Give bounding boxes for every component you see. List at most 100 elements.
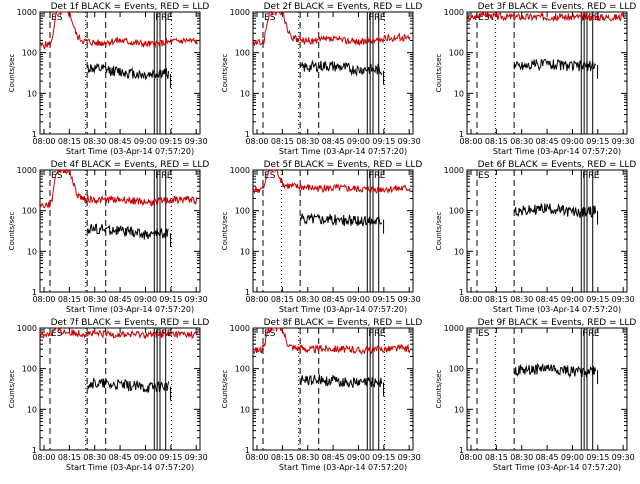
time-marker-label: E — [51, 13, 57, 23]
x-tick-label: 09:00 — [347, 137, 370, 146]
x-tick-label: 08:45 — [322, 453, 345, 462]
x-tick-label: 08:30 — [296, 137, 319, 146]
x-tick-label: 08:30 — [83, 453, 106, 462]
chart-panel-3: Det 3f BLACK = Events, RED = LLD 1 10 100 10… — [435, 2, 636, 156]
time-marker-label: S — [270, 329, 276, 339]
time-marker-label: S — [57, 171, 63, 181]
time-marker-label: S — [57, 329, 63, 339]
chart-title: Det 8f BLACK = Events, RED = LLD — [264, 318, 423, 328]
time-marker-label: R — [161, 329, 167, 339]
y-tick-label: 100 — [449, 207, 464, 216]
time-marker-label: F — [368, 329, 373, 339]
x-tick-label: 08:00 — [32, 295, 55, 304]
x-axis-label: Start Time (03-Apr-14 07:57:20) — [66, 463, 194, 472]
y-tick-label: 100 — [22, 49, 37, 58]
plot-frame — [466, 327, 628, 451]
x-tick-label: 09:15 — [159, 295, 182, 304]
x-tick-label: 08:30 — [296, 453, 319, 462]
x-tick-label: 08:00 — [459, 137, 482, 146]
x-tick-label: 08:00 — [245, 295, 268, 304]
x-tick-label: 08:45 — [536, 137, 559, 146]
time-marker-label: F — [368, 13, 373, 23]
time-marker-label: F — [582, 171, 587, 181]
chart-panel-8: Det 8f BLACK = Events, RED = LLD 1 10 100 10… — [221, 318, 422, 472]
chart-title: Det 9f BLACK = Events, RED = LLD — [478, 318, 637, 328]
y-tick-label: 1000 — [444, 8, 464, 17]
chart-title: Det 7f BLACK = Events, RED = LLD — [51, 318, 210, 328]
series-lld-line — [252, 327, 411, 355]
x-tick-label: 08:00 — [245, 453, 268, 462]
time-marker-label: S — [270, 13, 276, 23]
y-tick-label: 10 — [27, 247, 37, 256]
y-tick-label: 1 — [245, 288, 250, 297]
chart-title: Det 1f BLACK = Events, RED = LLD — [51, 2, 210, 12]
y-axis-label: Counts/sec — [221, 54, 229, 93]
x-tick-label: 09:00 — [134, 453, 157, 462]
x-tick-label: 08:15 — [58, 137, 81, 146]
y-tick-label: 10 — [27, 405, 37, 414]
time-marker-label: R — [161, 171, 167, 181]
x-tick-label: 08:15 — [485, 295, 508, 304]
time-marker-label: F — [155, 171, 160, 181]
y-axis-label: Counts/sec — [435, 370, 443, 409]
chart-title: Det 6f BLACK = Events, RED = LLD — [478, 160, 637, 170]
plot-frame — [39, 169, 201, 293]
y-axis-label: Counts/sec — [8, 54, 16, 93]
y-tick-label: 1 — [459, 288, 464, 297]
series-events-line — [513, 362, 597, 378]
x-tick-label: 09:30 — [185, 137, 208, 146]
y-tick-label: 10 — [240, 405, 250, 414]
chart-panel-2: Det 2f BLACK = Events, RED = LLD 1 10 100 10… — [221, 2, 422, 156]
time-marker-label: R — [374, 329, 380, 339]
y-tick-label: 100 — [449, 49, 464, 58]
y-tick-label: 1 — [32, 446, 37, 455]
x-tick-label: 09:00 — [561, 453, 584, 462]
x-tick-label: 09:15 — [586, 137, 609, 146]
x-tick-label: 08:00 — [32, 137, 55, 146]
time-marker-label: F — [155, 13, 160, 23]
x-tick-label: 08:15 — [271, 295, 294, 304]
x-axis-label: Start Time (03-Apr-14 07:57:20) — [279, 305, 407, 314]
chart-panel-9: Det 9f BLACK = Events, RED = LLD 1 10 100 10… — [435, 318, 636, 472]
time-marker-label: S — [270, 171, 276, 181]
time-marker-label: E — [594, 171, 600, 181]
x-tick-label: 08:00 — [459, 295, 482, 304]
series-events-line — [513, 203, 597, 218]
time-marker-label: S — [484, 13, 490, 23]
time-marker-label: F — [582, 329, 587, 339]
y-tick-label: 1000 — [17, 8, 37, 17]
x-tick-label: 08:00 — [459, 453, 482, 462]
x-tick-label: 09:15 — [586, 453, 609, 462]
y-axis-label: Counts/sec — [8, 212, 16, 251]
time-marker-label: E — [51, 329, 57, 339]
x-tick-label: 08:45 — [536, 295, 559, 304]
x-tick-label: 08:30 — [83, 295, 106, 304]
series-lld-line — [39, 168, 198, 209]
x-tick-label: 08:15 — [58, 295, 81, 304]
plot-frame — [39, 327, 201, 451]
time-marker-label: R — [161, 13, 167, 23]
chart-title: Det 2f BLACK = Events, RED = LLD — [264, 2, 423, 12]
x-tick-label: 09:30 — [185, 295, 208, 304]
time-marker-label: R — [374, 171, 380, 181]
x-tick-label: 09:30 — [398, 137, 421, 146]
series-lld-line — [39, 326, 198, 340]
x-tick-label: 09:00 — [561, 137, 584, 146]
x-axis-label: Start Time (03-Apr-14 07:57:20) — [279, 147, 407, 156]
x-tick-label: 08:30 — [83, 137, 106, 146]
x-tick-label: 09:00 — [561, 295, 584, 304]
series-lld-line — [252, 10, 411, 47]
chart-panel-5: Det 5f BLACK = Events, RED = LLD 1 10 100 10… — [221, 160, 422, 314]
time-marker-label: S — [484, 171, 490, 181]
y-tick-label: 100 — [235, 365, 250, 374]
x-axis-label: Start Time (03-Apr-14 07:57:20) — [493, 305, 621, 314]
time-marker-label: E — [380, 171, 386, 181]
x-axis-label: Start Time (03-Apr-14 07:57:20) — [279, 463, 407, 472]
x-tick-label: 09:00 — [134, 137, 157, 146]
chart-title: Det 3f BLACK = Events, RED = LLD — [478, 2, 637, 12]
x-tick-label: 08:45 — [536, 453, 559, 462]
x-tick-label: 08:45 — [109, 137, 132, 146]
series-lld-line — [466, 10, 625, 23]
x-tick-label: 08:15 — [58, 453, 81, 462]
